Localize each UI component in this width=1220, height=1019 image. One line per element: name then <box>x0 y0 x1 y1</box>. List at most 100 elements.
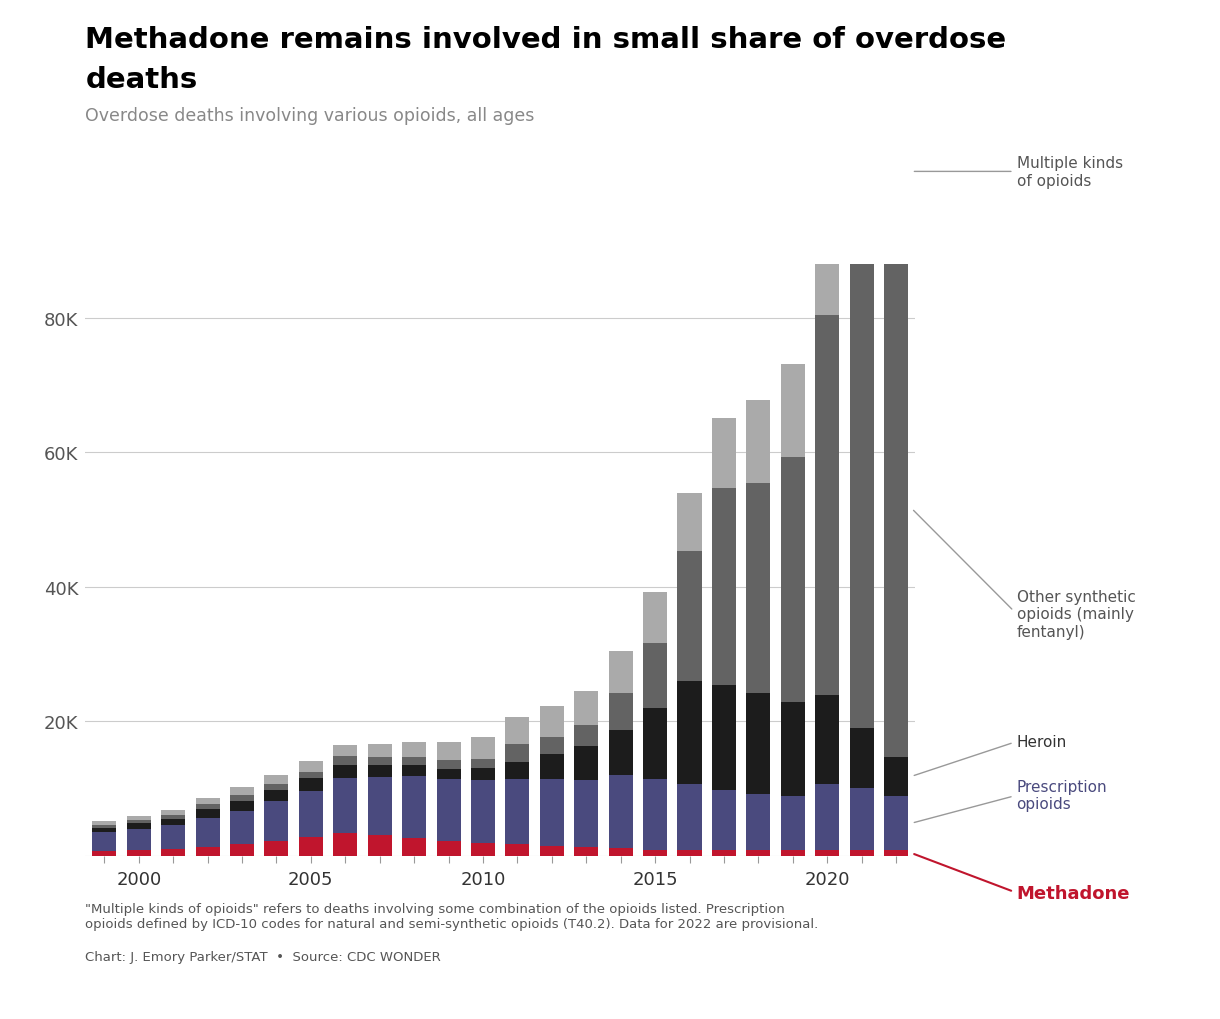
Text: "Multiple kinds of opioids" refers to deaths involving some combination of the o: "Multiple kinds of opioids" refers to de… <box>85 902 819 929</box>
Bar <box>367 757 392 765</box>
Bar <box>471 768 495 780</box>
Bar <box>643 850 667 856</box>
Bar <box>127 850 151 856</box>
Bar <box>471 759 495 768</box>
Bar <box>884 796 908 851</box>
Bar <box>781 702 805 796</box>
Text: Other synthetic
opioids (mainly
fentanyl): Other synthetic opioids (mainly fentanyl… <box>914 511 1136 639</box>
Bar <box>677 551 701 682</box>
Bar <box>884 757 908 796</box>
Bar <box>747 400 770 483</box>
Bar <box>333 757 357 765</box>
Bar <box>815 695 839 784</box>
Bar <box>195 848 220 856</box>
Bar <box>231 788 254 795</box>
Bar <box>93 827 116 833</box>
Text: Heroin: Heroin <box>914 735 1066 775</box>
Bar <box>403 758 426 765</box>
Bar <box>747 694 770 794</box>
Bar <box>712 686 736 790</box>
Bar <box>815 784 839 850</box>
Bar <box>747 483 770 694</box>
Bar <box>403 776 426 839</box>
Bar <box>265 841 288 856</box>
Bar <box>367 835 392 856</box>
Bar <box>437 743 461 761</box>
Bar <box>93 833 116 851</box>
Bar <box>643 779 667 850</box>
Bar <box>93 851 116 856</box>
Bar <box>505 744 529 762</box>
Bar <box>575 691 598 726</box>
Bar <box>127 820 151 823</box>
Bar <box>505 779 529 845</box>
Bar <box>712 419 736 488</box>
Bar <box>437 769 461 780</box>
Bar <box>299 838 323 856</box>
Bar <box>539 847 564 856</box>
Bar <box>539 780 564 847</box>
Bar <box>609 775 633 848</box>
Bar <box>609 693 633 731</box>
Bar <box>265 802 288 841</box>
Bar <box>712 850 736 856</box>
Text: Methadone: Methadone <box>914 854 1130 902</box>
Bar <box>781 796 805 850</box>
Bar <box>437 842 461 856</box>
Bar <box>265 775 288 784</box>
Bar <box>93 824 116 827</box>
Bar <box>677 682 701 785</box>
Bar <box>299 761 323 771</box>
Bar <box>609 848 633 856</box>
Bar <box>575 726 598 746</box>
Bar <box>195 818 220 848</box>
Bar <box>712 790 736 850</box>
Bar <box>127 816 151 820</box>
Bar <box>849 104 874 255</box>
Text: Chart: J. Emory Parker/STAT  •  Source: CDC WONDER: Chart: J. Emory Parker/STAT • Source: CD… <box>85 950 442 963</box>
Bar <box>539 706 564 737</box>
Bar <box>231 811 254 845</box>
Bar <box>403 765 426 776</box>
Bar <box>299 779 323 792</box>
Bar <box>747 851 770 856</box>
Bar <box>849 255 874 729</box>
Bar <box>161 818 185 825</box>
Bar <box>471 738 495 759</box>
Bar <box>231 845 254 856</box>
Bar <box>884 261 908 757</box>
Bar <box>367 744 392 757</box>
Bar <box>712 488 736 686</box>
Text: Prescription
opioids: Prescription opioids <box>914 780 1108 822</box>
Bar <box>471 843 495 856</box>
Bar <box>781 850 805 856</box>
Bar <box>505 717 529 744</box>
Bar <box>299 792 323 838</box>
Bar <box>677 851 701 856</box>
Bar <box>161 815 185 818</box>
Bar <box>781 365 805 458</box>
Bar <box>677 785 701 851</box>
Bar <box>849 850 874 856</box>
Bar <box>161 810 185 815</box>
Bar <box>643 644 667 708</box>
Bar <box>231 795 254 801</box>
Bar <box>265 790 288 802</box>
Bar <box>643 708 667 779</box>
Bar <box>161 850 185 856</box>
Bar <box>265 784 288 790</box>
Bar <box>505 845 529 856</box>
Bar <box>849 789 874 850</box>
Bar <box>367 777 392 835</box>
Bar <box>127 829 151 850</box>
Bar <box>747 794 770 851</box>
Bar <box>609 651 633 693</box>
Bar <box>93 821 116 824</box>
Bar <box>333 833 357 856</box>
Bar <box>437 761 461 769</box>
Bar <box>161 825 185 850</box>
Bar <box>815 195 839 316</box>
Bar <box>677 494 701 551</box>
Text: deaths: deaths <box>85 66 198 94</box>
Bar <box>884 851 908 856</box>
